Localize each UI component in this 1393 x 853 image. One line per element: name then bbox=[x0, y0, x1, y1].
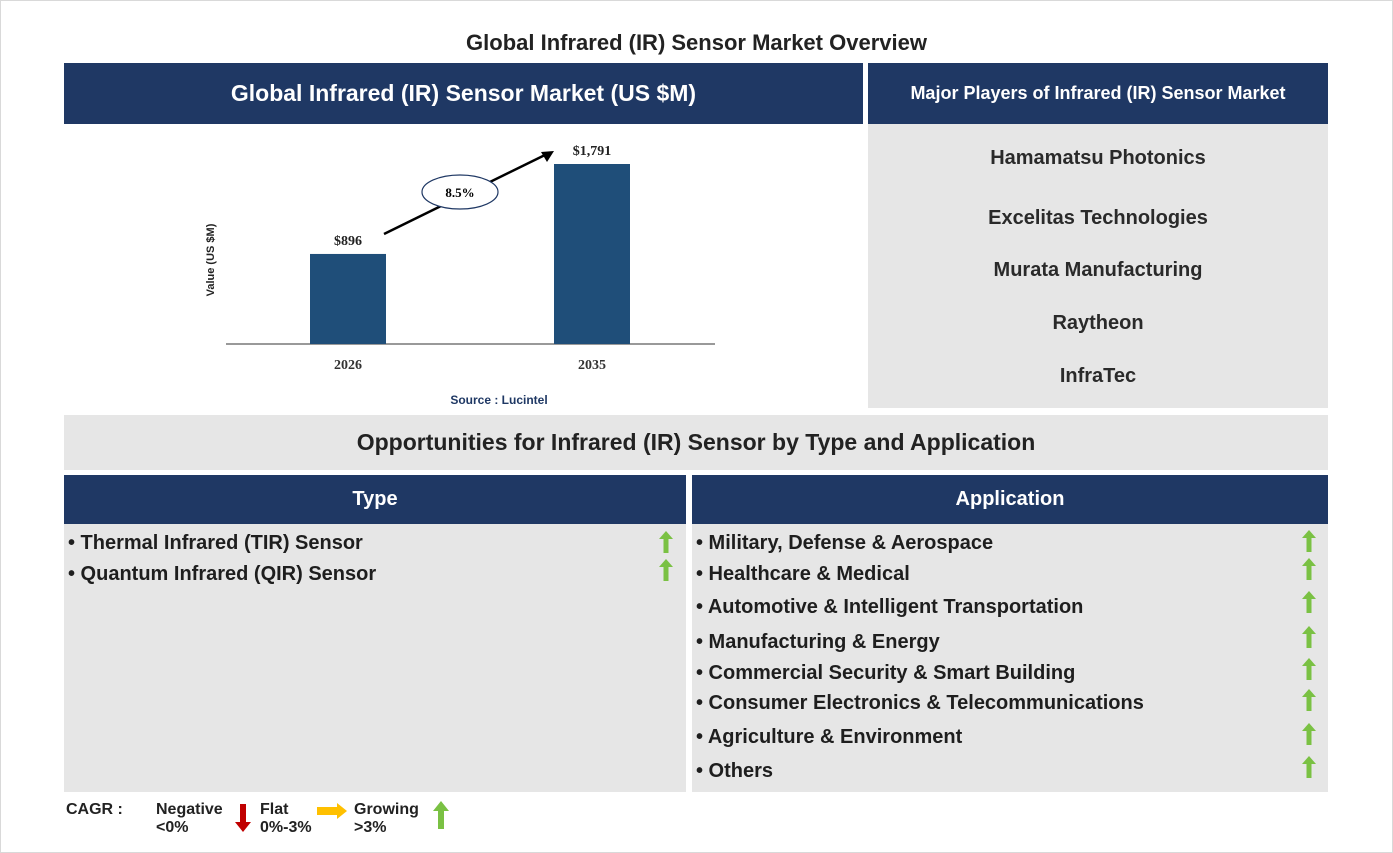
x-tick-label: 2035 bbox=[578, 358, 606, 373]
legend-negative-label: Negative bbox=[156, 801, 223, 818]
cagr-label: 8.5% bbox=[445, 185, 474, 200]
legend-growing: Growing >3% bbox=[354, 801, 419, 837]
cagr-arrowhead bbox=[541, 151, 554, 162]
chart-area: Value (US $M) $896 2026 $1,791 2035 8.5% So… bbox=[64, 124, 863, 414]
cagr-ellipse bbox=[421, 174, 499, 210]
y-axis-label: Value (US $M) bbox=[205, 223, 217, 296]
player-item: Murata Manufacturing bbox=[993, 259, 1203, 281]
player-item: Excelitas Technologies bbox=[988, 207, 1208, 229]
players-list: Hamamatsu Photonics Excelitas Technologi… bbox=[868, 124, 1328, 408]
players-header: Major Players of Infrared (IR) Sensor Ma… bbox=[868, 63, 1328, 124]
growing-arrow-icon bbox=[1302, 530, 1316, 552]
legend-negative-range: <0% bbox=[156, 819, 189, 836]
bar-value-label: $1,791 bbox=[573, 144, 612, 159]
growing-arrow-icon bbox=[659, 559, 673, 581]
application-item: • Others bbox=[696, 760, 774, 782]
growing-arrow-icon bbox=[1302, 558, 1316, 580]
growing-arrow-icon bbox=[1302, 689, 1316, 711]
opportunities-title-text: Opportunities for Infrared (IR) Sensor b… bbox=[356, 429, 1036, 455]
application-item: • Healthcare & Medical bbox=[696, 563, 910, 585]
bar-2035 bbox=[554, 164, 630, 344]
chart-header: Global Infrared (IR) Sensor Market (US $… bbox=[64, 63, 863, 124]
type-item: • Thermal Infrared (TIR) Sensor bbox=[68, 532, 363, 554]
flat-arrow-icon bbox=[317, 803, 347, 819]
opportunities-title: Opportunities for Infrared (IR) Sensor b… bbox=[64, 415, 1328, 470]
application-item: • Military, Defense & Aerospace bbox=[696, 532, 994, 554]
legend-flat-label: Flat bbox=[260, 801, 289, 818]
growing-arrow-icon bbox=[1302, 756, 1316, 778]
player-item: Raytheon bbox=[1052, 312, 1144, 334]
player-item: Hamamatsu Photonics bbox=[990, 147, 1206, 169]
application-item: • Consumer Electronics & Telecommunicati… bbox=[696, 692, 1144, 714]
negative-arrow-icon bbox=[235, 804, 251, 832]
bars-group: $896 2026 $1,791 2035 bbox=[310, 144, 630, 373]
legend-flat-range: 0%-3% bbox=[260, 819, 312, 836]
application-list: • Military, Defense & Aerospace • Health… bbox=[692, 524, 1328, 792]
application-item: • Agriculture & Environment bbox=[696, 726, 963, 748]
page-title: Global Infrared (IR) Sensor Market Overv… bbox=[466, 30, 927, 55]
legend-growing-label: Growing bbox=[354, 801, 419, 818]
bar-value-label: $896 bbox=[334, 234, 362, 249]
application-item: • Automotive & Intelligent Transportatio… bbox=[696, 596, 1084, 618]
legend-flat: Flat 0%-3% bbox=[260, 801, 312, 837]
type-header: Type bbox=[64, 475, 686, 524]
growing-arrow-icon bbox=[659, 531, 673, 553]
legend-cagr-label: CAGR : bbox=[66, 801, 123, 818]
bar-chart: Value (US $M) $896 2026 $1,791 2035 8.5% bbox=[205, 144, 715, 373]
growing-arrow-icon bbox=[1302, 723, 1316, 745]
bar-2026 bbox=[310, 253, 386, 344]
application-item: • Manufacturing & Energy bbox=[696, 631, 940, 653]
type-item: • Quantum Infrared (QIR) Sensor bbox=[68, 563, 377, 585]
player-item: InfraTec bbox=[1059, 365, 1137, 387]
growing-arrow-icon bbox=[1302, 658, 1316, 680]
legend-negative: Negative <0% bbox=[156, 801, 223, 837]
growing-arrow-icon bbox=[1302, 591, 1316, 613]
legend-growing-range: >3% bbox=[354, 819, 387, 836]
growing-arrow-icon bbox=[1302, 626, 1316, 648]
x-tick-label: 2026 bbox=[334, 358, 362, 373]
chart-source: Source : Lucintel bbox=[450, 393, 548, 407]
application-header: Application bbox=[692, 475, 1328, 524]
growing-arrow-icon bbox=[433, 801, 449, 829]
type-list: • Thermal Infrared (TIR) Sensor • Quantu… bbox=[64, 524, 686, 792]
application-item: • Commercial Security & Smart Building bbox=[696, 662, 1076, 684]
